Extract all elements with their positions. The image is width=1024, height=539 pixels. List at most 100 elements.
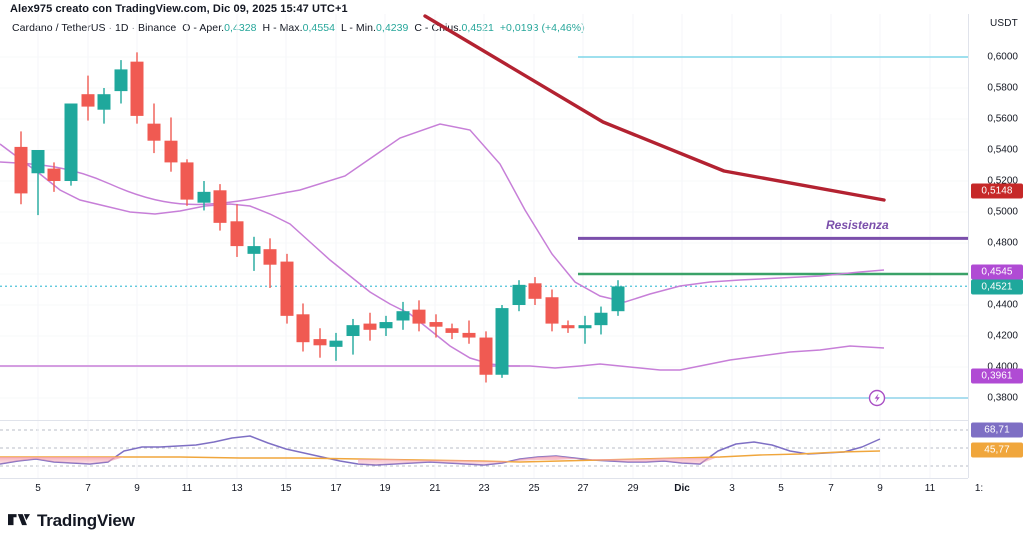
time-axis-label: Dic [674, 483, 690, 494]
time-axis[interactable]: 5 7 9 11 13 15 17 19 21 23 25 27 29 Dic 3 5 7 9 11 1: [0, 479, 1024, 501]
candle-body [346, 325, 360, 336]
candle-body [130, 61, 144, 116]
upper-band-line [0, 123, 885, 303]
candle-body [611, 286, 625, 312]
candle-body [561, 325, 575, 329]
candle-body [462, 332, 476, 338]
price-tick-label: 0,4000 [987, 361, 1018, 373]
legend-sep-2: · [128, 22, 139, 34]
chart-legend: Cardano / TetherUS · 1D · Binance O - Ap… [12, 22, 585, 34]
candle-body [280, 261, 294, 316]
legend-change-value: +0,0193 (+4,46%) [499, 22, 585, 34]
candlestick-series [14, 52, 625, 383]
price-tick-label: 0,4800 [987, 237, 1018, 249]
legend-high-value: 0,4554 [302, 22, 335, 34]
candle-body [363, 323, 377, 330]
candle-body [594, 312, 608, 326]
candle-body [495, 308, 509, 375]
price-tick-label: 0,5400 [987, 144, 1018, 156]
legend-low-label: L - Min. [340, 22, 376, 34]
rsi-ma-badge[interactable]: 45,77 [971, 442, 1023, 458]
candle-body [296, 314, 310, 343]
trendline-price-badge[interactable]: 0,5148 [971, 183, 1023, 199]
candle-body [180, 162, 194, 200]
time-axis-label: 7 [85, 483, 91, 494]
ma-price-badge[interactable]: 0,4545 [971, 264, 1023, 280]
legend-interval[interactable]: 1D [115, 22, 129, 34]
time-axis-label: 7 [828, 483, 834, 494]
time-axis-label: 3 [729, 483, 735, 494]
price-axis[interactable]: USDT 0,6000 0,5800 0,5600 0,5400 0,5200 0,500… [968, 14, 1024, 478]
candle-body [247, 246, 261, 254]
candle-body [429, 322, 443, 327]
time-axis-label: 23 [478, 483, 490, 494]
legend-close-value: 0,4521 [461, 22, 494, 34]
candle-body [412, 309, 426, 324]
watermark-attribution: Alex975 creato con TradingView.com, Dic … [10, 3, 348, 15]
time-axis-label: 25 [528, 483, 540, 494]
time-axis-label: 17 [330, 483, 342, 494]
candle-body [313, 339, 327, 346]
candle-body [147, 123, 161, 141]
candle-body [512, 284, 526, 305]
candle-body [81, 94, 95, 107]
candle-body [379, 322, 393, 329]
candle-body [479, 337, 493, 375]
price-tick-label: 0,5200 [987, 175, 1018, 187]
candle-body [396, 311, 410, 321]
legend-symbol[interactable]: Cardano / TetherUS [12, 22, 106, 34]
rsi-bearish-fill [358, 456, 718, 465]
candle-body [164, 140, 178, 163]
candle-body [545, 297, 559, 324]
time-axis-label: 19 [379, 483, 391, 494]
moving-average-line [0, 143, 520, 367]
legend-exchange[interactable]: Binance [138, 22, 177, 34]
price-tick-label: 0,6000 [987, 51, 1018, 63]
time-axis-label: 9 [877, 483, 883, 494]
time-axis-label: 9 [134, 483, 140, 494]
rsi-value-badge[interactable]: 68,71 [971, 422, 1023, 438]
price-tick-label: 0,4200 [987, 330, 1018, 342]
price-tick-label: 0,3800 [987, 392, 1018, 404]
candle-body [263, 249, 277, 265]
pane-divider-bottom [0, 478, 968, 479]
price-tick-label: 0,5600 [987, 113, 1018, 125]
lower-band-badge[interactable]: 0,3961 [971, 368, 1023, 384]
time-axis-label: 13 [231, 483, 243, 494]
resistance-line-label[interactable]: Resistenza [826, 218, 889, 232]
time-axis-label: 11 [924, 483, 936, 494]
price-chart-svg [0, 14, 968, 420]
time-axis-label: 21 [429, 483, 441, 494]
legend-open-value: 0,4328 [224, 22, 257, 34]
price-chart-pane[interactable] [0, 14, 968, 420]
lightning-bolt-icon[interactable] [868, 389, 886, 407]
candle-body [528, 283, 542, 299]
price-tick-label: 0,5000 [987, 206, 1018, 218]
pane-divider-top [0, 420, 968, 421]
rsi-oversold-fill [0, 457, 124, 464]
price-axis-currency-label: USDT [989, 18, 1018, 29]
candle-body [64, 103, 78, 181]
time-axis-label: 11 [181, 483, 193, 494]
descending-trendline [423, 14, 886, 202]
legend-low-value: 0,4239 [375, 22, 409, 34]
time-axis-label: 15 [280, 483, 292, 494]
candle-body [47, 168, 61, 181]
rsi-indicator-pane[interactable] [0, 421, 968, 478]
candle-body [97, 94, 111, 110]
candle-body [230, 221, 244, 247]
legend-open-label: O - Aper. [182, 22, 225, 34]
candle-body [14, 146, 28, 194]
candle-body [213, 190, 227, 223]
rsi-ma-line [0, 450, 881, 463]
tradingview-branding: TradingView [8, 511, 135, 531]
price-tick-label: 0,4400 [987, 299, 1018, 311]
time-axis-label: 5 [35, 483, 41, 494]
price-tick-label: 0,5800 [987, 82, 1018, 94]
time-axis-label: 5 [778, 483, 784, 494]
candle-body [31, 150, 45, 174]
last-price-badge[interactable]: 0,4521 [971, 279, 1023, 295]
candle-body [329, 340, 343, 347]
candle-body [197, 191, 211, 203]
